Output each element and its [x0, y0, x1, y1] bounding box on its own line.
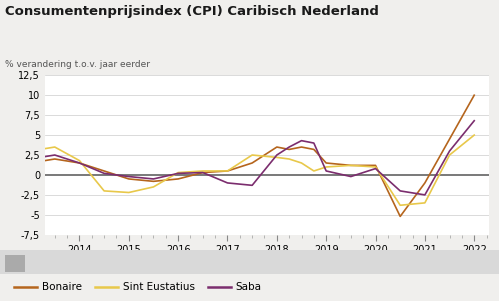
Sint Eustatius	[373, 165, 379, 169]
Bonaire	[27, 161, 33, 165]
Sint Eustatius	[101, 189, 107, 193]
Saba	[52, 153, 58, 157]
Bonaire	[151, 179, 157, 183]
Saba	[323, 169, 329, 173]
Saba	[76, 161, 82, 165]
Sint Eustatius	[422, 201, 428, 205]
Bonaire	[200, 171, 206, 174]
Line: Bonaire: Bonaire	[30, 95, 474, 216]
Sint Eustatius	[298, 161, 304, 165]
Bonaire	[76, 161, 82, 165]
Bonaire	[286, 147, 292, 151]
Bonaire	[298, 145, 304, 149]
Sint Eustatius	[249, 153, 255, 157]
Sint Eustatius	[225, 169, 231, 173]
Saba	[27, 157, 33, 161]
Bonaire	[126, 177, 132, 181]
Sint Eustatius	[311, 169, 317, 173]
Saba	[151, 177, 157, 181]
Sint Eustatius	[175, 171, 181, 174]
Bonaire	[447, 137, 453, 141]
Text: % verandering t.o.v. jaar eerder: % verandering t.o.v. jaar eerder	[5, 60, 150, 69]
Bonaire	[274, 145, 280, 149]
Bonaire	[249, 161, 255, 165]
Bonaire	[471, 93, 477, 97]
Bonaire	[175, 177, 181, 181]
Bonaire	[422, 181, 428, 185]
Bonaire	[101, 169, 107, 173]
Bonaire	[311, 147, 317, 151]
Saba	[200, 171, 206, 174]
Sint Eustatius	[27, 149, 33, 153]
Bonaire	[52, 157, 58, 161]
Saba	[298, 139, 304, 142]
Bonaire	[373, 163, 379, 167]
Saba	[101, 172, 107, 175]
Text: Consumentenprijsindex (CPI) Caribisch Nederland: Consumentenprijsindex (CPI) Caribisch Ne…	[5, 5, 379, 17]
Saba	[373, 167, 379, 170]
Sint Eustatius	[200, 169, 206, 173]
Saba	[175, 172, 181, 175]
Saba	[249, 184, 255, 187]
Saba	[397, 189, 403, 193]
Sint Eustatius	[52, 145, 58, 149]
Bonaire	[323, 161, 329, 165]
Saba	[471, 119, 477, 123]
Sint Eustatius	[151, 185, 157, 189]
Sint Eustatius	[126, 191, 132, 194]
Sint Eustatius	[348, 163, 354, 167]
Line: Saba: Saba	[30, 121, 474, 195]
Line: Sint Eustatius: Sint Eustatius	[30, 135, 474, 205]
Sint Eustatius	[323, 165, 329, 169]
Sint Eustatius	[274, 156, 280, 159]
Bonaire	[397, 215, 403, 218]
Saba	[274, 153, 280, 157]
Legend: Bonaire, Sint Eustatius, Saba: Bonaire, Sint Eustatius, Saba	[10, 278, 266, 296]
Sint Eustatius	[471, 133, 477, 137]
Sint Eustatius	[397, 203, 403, 207]
Saba	[348, 175, 354, 178]
Saba	[225, 181, 231, 185]
Sint Eustatius	[76, 159, 82, 163]
Sint Eustatius	[447, 153, 453, 157]
Bonaire	[348, 163, 354, 167]
Bonaire	[225, 169, 231, 173]
Saba	[311, 141, 317, 145]
Saba	[126, 175, 132, 178]
Saba	[422, 193, 428, 197]
Sint Eustatius	[286, 157, 292, 161]
Bar	[5, 255, 25, 272]
Saba	[286, 145, 292, 149]
Saba	[447, 149, 453, 153]
